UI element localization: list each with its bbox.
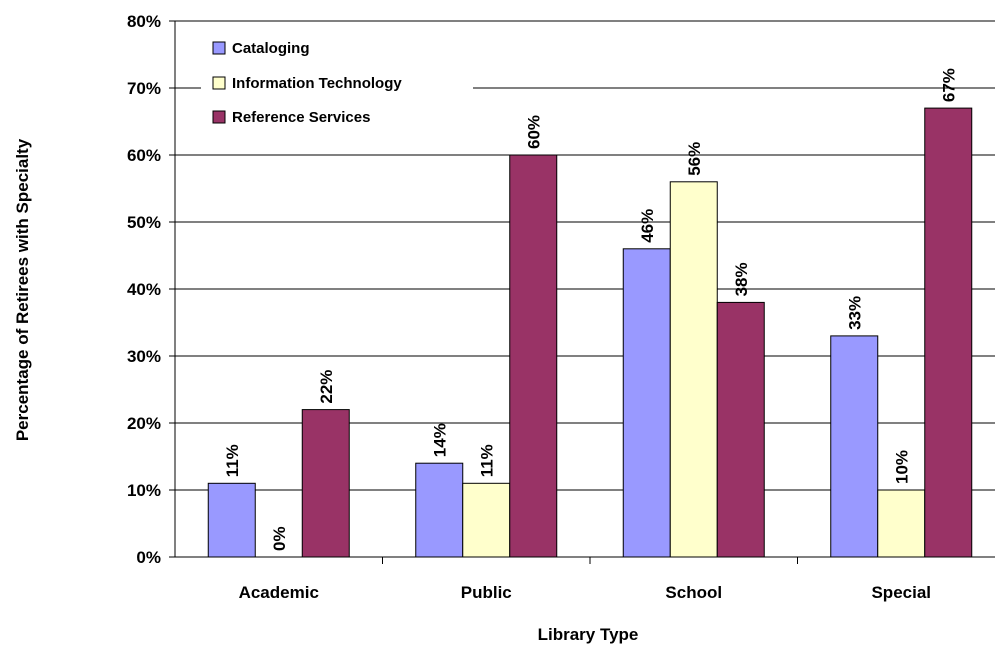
legend-label-cataloging: Cataloging bbox=[232, 40, 310, 57]
data-label: 56% bbox=[685, 142, 704, 176]
y-tick-label: 50% bbox=[127, 213, 161, 232]
bar-information-technology bbox=[462, 482, 511, 558]
bar-cataloging bbox=[830, 335, 879, 558]
data-label: 11% bbox=[223, 444, 242, 477]
legend-item-information-technology: Information Technology bbox=[212, 75, 402, 92]
data-label: 67% bbox=[939, 68, 958, 102]
x-tick-labels: Academic Public School Special bbox=[239, 583, 931, 602]
data-label: 22% bbox=[317, 370, 336, 404]
bar-cataloging bbox=[207, 482, 256, 558]
x-axis-title: Library Type bbox=[538, 625, 639, 644]
data-label: 10% bbox=[892, 450, 911, 484]
bar-reference-services bbox=[924, 107, 973, 558]
y-tick-label: 10% bbox=[127, 481, 161, 500]
bar-reference-services bbox=[509, 154, 558, 558]
y-tick-label: 60% bbox=[127, 146, 161, 165]
x-tick-label: School bbox=[665, 583, 722, 602]
legend-item-cataloging: Cataloging bbox=[212, 40, 310, 57]
legend-label-information-technology: Information Technology bbox=[232, 75, 402, 92]
data-label: 11% bbox=[477, 444, 496, 477]
data-label: 46% bbox=[638, 209, 657, 243]
y-tick-label: 20% bbox=[127, 414, 161, 433]
bar-cataloging bbox=[415, 462, 464, 558]
data-label: 0% bbox=[270, 526, 289, 551]
legend-label-reference-services: Reference Services bbox=[232, 109, 370, 126]
bar-information-technology bbox=[877, 489, 926, 558]
bars bbox=[207, 107, 973, 558]
data-label: 60% bbox=[524, 115, 543, 149]
legend-swatch-reference-services bbox=[212, 110, 226, 124]
bar-cataloging bbox=[622, 248, 671, 558]
y-tick-label: 70% bbox=[127, 79, 161, 98]
legend-swatch-information-technology bbox=[212, 76, 226, 90]
x-tick-label: Public bbox=[461, 583, 512, 602]
x-tick-label: Special bbox=[871, 583, 931, 602]
data-label: 14% bbox=[430, 423, 449, 457]
legend: Cataloging Information Technology Refere… bbox=[201, 35, 473, 134]
y-tick-label: 0% bbox=[136, 548, 161, 567]
y-tick-label: 30% bbox=[127, 347, 161, 366]
y-tick-label: 40% bbox=[127, 280, 161, 299]
data-label: 33% bbox=[845, 296, 864, 330]
bar-reference-services bbox=[301, 409, 350, 558]
legend-box bbox=[201, 35, 473, 134]
y-tick-label: 80% bbox=[127, 12, 161, 31]
legend-swatch-cataloging bbox=[212, 41, 226, 55]
axes bbox=[169, 20, 995, 564]
data-label: 38% bbox=[732, 262, 751, 296]
data-labels: 11% 14% 46% 33% 0% 11% 56% 10% 22% 60% 38% 67% bbox=[223, 68, 959, 551]
legend-item-reference-services: Reference Services bbox=[212, 109, 370, 126]
bar-information-technology bbox=[669, 181, 718, 558]
y-axis-title: Percentage of Retirees with Specialty bbox=[13, 138, 32, 441]
bar-reference-services bbox=[716, 301, 765, 558]
x-tick-label: Academic bbox=[239, 583, 319, 602]
y-tick-labels: 0% 10% 20% 30% 40% 50% 60% 70% 80% bbox=[127, 12, 161, 567]
